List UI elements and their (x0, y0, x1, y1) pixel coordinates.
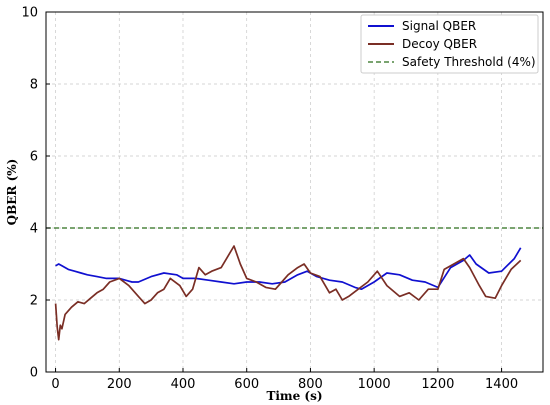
x-tick-label-4: 800 (298, 377, 323, 392)
series-line-1 (54, 245, 522, 341)
ticks: 0 200 400 600 800 1000 1200 1400 0 2 4 6 8 10 (21, 6, 518, 393)
legend-label-1: Decoy QBER (402, 37, 477, 51)
series-line-0 (55, 247, 522, 291)
y-tick-label-2: 4 (30, 222, 38, 237)
y-tick-label-5: 10 (21, 6, 38, 21)
y-tick-label-0: 0 (30, 366, 38, 381)
x-tick-label-2: 400 (171, 377, 196, 392)
y-tick-label-1: 2 (30, 294, 38, 309)
x-tick-label-7: 1400 (485, 377, 518, 392)
x-tick-label-3: 600 (234, 377, 259, 392)
legend-label-0: Signal QBER (402, 19, 476, 33)
y-axis-label: QBER (%) (5, 159, 19, 226)
legend-box (360, 14, 539, 74)
plot-frame (45, 11, 544, 373)
legend-label-2: Safety Threshold (4%) (402, 55, 536, 69)
x-tick-label-1: 200 (107, 377, 132, 392)
x-tick-label-0: 0 (51, 377, 59, 392)
x-axis-label: Time (s) (266, 389, 322, 403)
legend: Signal QBER Decoy QBER Safety Threshold (4… (360, 14, 539, 74)
x-tick-label-6: 1200 (421, 377, 454, 392)
x-tick-label-5: 1000 (358, 377, 391, 392)
y-tick-label-4: 8 (30, 78, 38, 93)
y-tick-label-3: 6 (30, 150, 38, 165)
series-layer (46, 227, 543, 341)
